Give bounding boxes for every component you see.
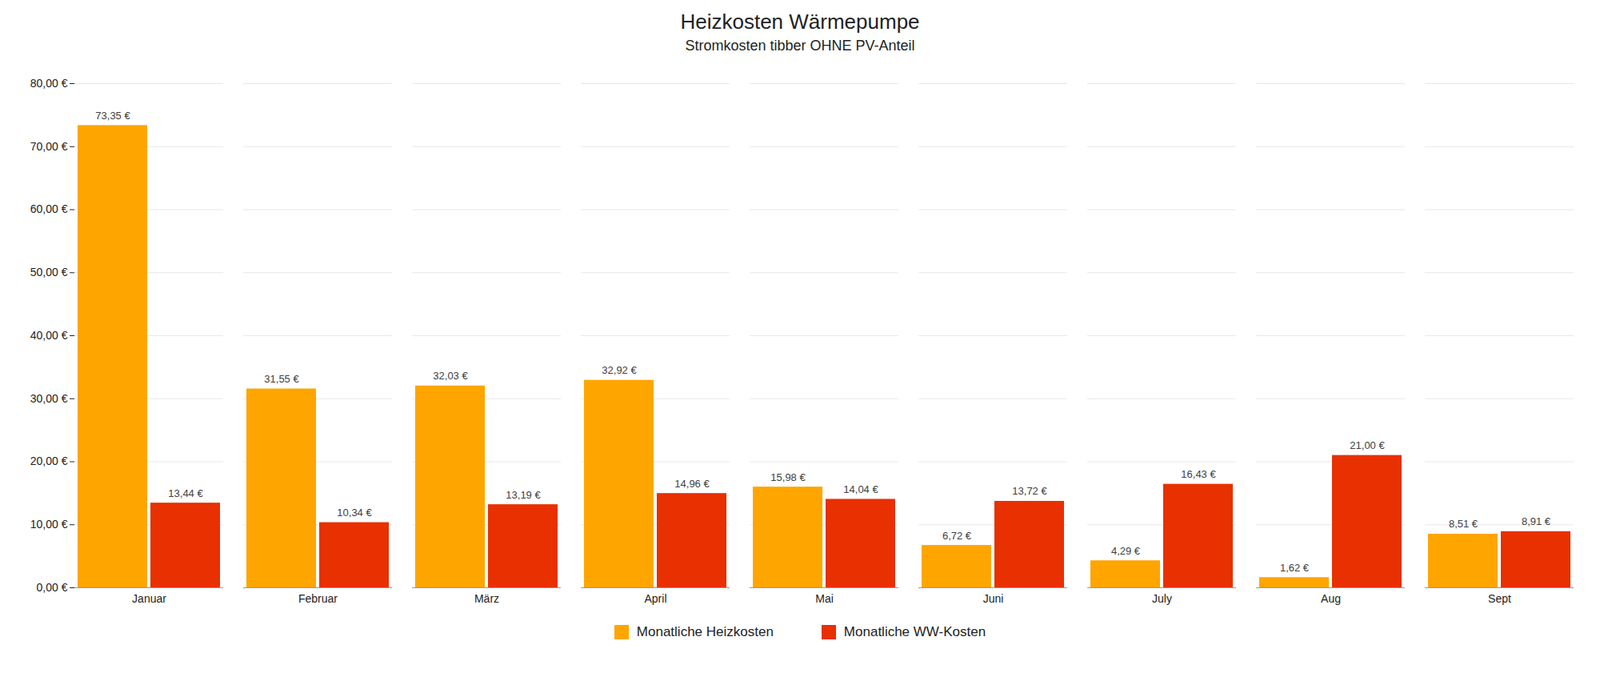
html-text:Heizkosten Wärmepumpe: Heizkosten Wärmepumpe [680, 9, 920, 34]
svg-text:21,00 €: 21,00 € [1349, 439, 1385, 452]
svg-text:Mai: Mai [815, 592, 834, 605]
svg-text:13,44 €: 13,44 € [168, 487, 204, 500]
svg-text:16,43 €: 16,43 € [1180, 468, 1216, 480]
svg-text:März: März [474, 592, 500, 605]
svg-text:4,29 €: 4,29 € [1111, 544, 1141, 557]
svg-text:14,96 €: 14,96 € [674, 477, 710, 490]
svg-text:13,72 €: 13,72 € [1012, 484, 1048, 497]
svg-text:13,19 €: 13,19 € [505, 488, 541, 501]
svg-text:40,00 €: 40,00 € [30, 328, 68, 342]
svg-text:Januar: Januar [132, 592, 167, 605]
svg-text:50,00 €: 50,00 € [30, 265, 68, 279]
html-text:Stromkosten tibber OHNE PV-Ant: Stromkosten tibber OHNE PV-Anteil [685, 37, 915, 54]
svg-text:73,35 €: 73,35 € [95, 109, 131, 122]
svg-text:31,55 €: 31,55 € [264, 372, 300, 385]
svg-text:32,03 €: 32,03 € [432, 369, 468, 382]
svg-text:April: April [644, 592, 667, 605]
svg-text:15,98 €: 15,98 € [770, 471, 806, 484]
svg-text:10,00 €: 10,00 € [30, 517, 68, 531]
svg-text:July: July [1152, 592, 1172, 605]
svg-text:30,00 €: 30,00 € [30, 392, 68, 405]
svg-text:10,34 €: 10,34 € [336, 506, 372, 519]
svg-text:60,00 €: 60,00 € [30, 202, 68, 216]
svg-text:32,92 €: 32,92 € [601, 364, 637, 376]
html-text:Monatliche WW-Kosten: Monatliche WW-Kosten [843, 624, 986, 640]
svg-text:20,00 €: 20,00 € [30, 454, 68, 468]
svg-text:Februar: Februar [298, 592, 338, 605]
svg-text:Aug: Aug [1320, 592, 1341, 605]
svg-text:8,51 €: 8,51 € [1448, 517, 1479, 530]
svg-text:8,91 €: 8,91 € [1521, 515, 1552, 528]
svg-text:70,00 €: 70,00 € [30, 140, 68, 153]
html-text:Monatliche Heizkosten: Monatliche Heizkosten [636, 624, 774, 640]
svg-text:Juni: Juni [983, 592, 1004, 605]
svg-text:14,04 €: 14,04 € [843, 483, 879, 496]
svg-text:6,72 €: 6,72 € [942, 529, 972, 542]
svg-text:Sept: Sept [1488, 592, 1512, 605]
svg-text:80,00 €: 80,00 € [30, 76, 68, 90]
svg-text:0,00 €: 0,00 € [36, 580, 68, 594]
svg-text:1,62 €: 1,62 € [1280, 561, 1310, 574]
